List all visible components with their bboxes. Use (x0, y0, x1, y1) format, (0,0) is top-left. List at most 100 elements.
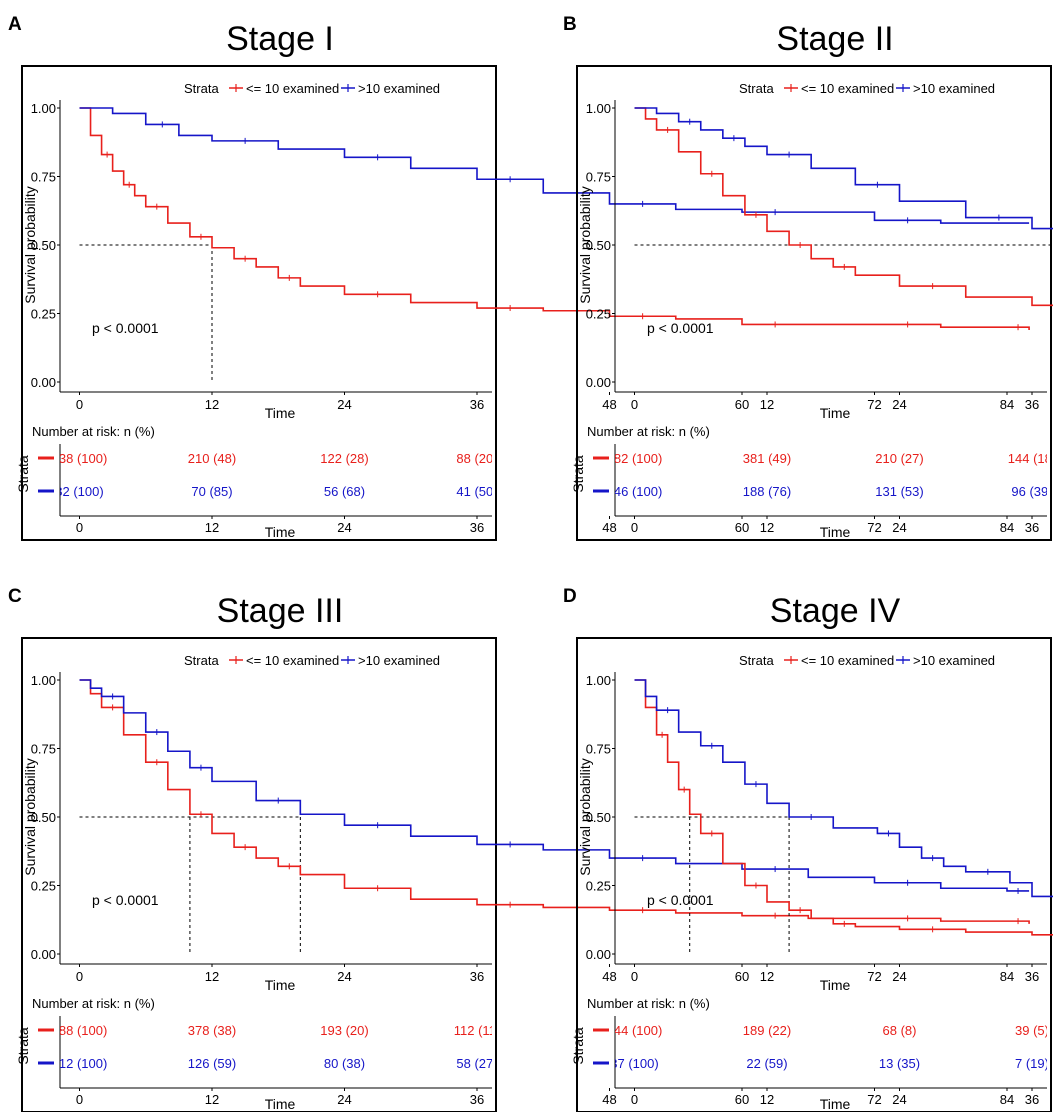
y-axis-title: Survival probability (577, 758, 593, 876)
legend-label-group2: >10 examined (913, 653, 995, 668)
risk-x-tick-label: 36 (470, 1092, 484, 1107)
risk-table: Number at risk: n (%) Strata 782 (100) 381 … (570, 424, 1047, 540)
legend-item-group2: >10 examined (896, 653, 995, 668)
y-tick-label: 0.75 (586, 742, 611, 757)
risk-x-tick-label: 36 (1025, 520, 1039, 535)
risk-count-group2: 37 (100) (610, 1056, 658, 1071)
x-tick-label: 48 (602, 397, 616, 412)
legend-label-group2: >10 examined (358, 653, 440, 668)
curve-group2 (79, 679, 1030, 894)
x-tick-label: 12 (760, 969, 774, 984)
p-value: p < 0.0001 (92, 892, 159, 908)
y-tick-label: 0.00 (586, 375, 611, 390)
risk-count-group2: 13 (35) (879, 1056, 920, 1071)
panel-c: C Stage III Strata <= 10 examined >10 examin… (8, 586, 1030, 1112)
risk-x-tick-label: 24 (892, 520, 906, 535)
x-tick-label: 0 (631, 397, 638, 412)
curve-group1 (634, 679, 1053, 936)
legend: Strata <= 10 examined >10 examined (184, 653, 440, 668)
x-tick-label: 36 (470, 397, 484, 412)
curve-group1 (634, 107, 1053, 307)
risk-x-tick-label: 24 (892, 1092, 906, 1107)
survival-step-line (79, 107, 1030, 224)
risk-count-group1: 122 (28) (320, 451, 368, 466)
x-tick-label: 36 (1025, 397, 1039, 412)
y-tick-label: 0.75 (31, 742, 56, 757)
risk-count-group2: 7 (19) (1015, 1056, 1049, 1071)
x-tick-label: 72 (867, 397, 881, 412)
risk-table: Number at risk: n (%) Strata 438 (100) 210 … (15, 424, 1014, 540)
risk-x-tick-label: 24 (337, 520, 351, 535)
x-tick-label: 60 (735, 397, 749, 412)
risk-x-tick-label: 12 (205, 520, 219, 535)
risk-x-tick-label: 12 (760, 520, 774, 535)
risk-count-group1: 438 (100) (52, 451, 108, 466)
legend-title: Strata (739, 81, 774, 96)
panel-letter: B (563, 14, 577, 35)
y-tick-label: 1.00 (31, 673, 56, 688)
legend-label-group1: <= 10 examined (801, 653, 894, 668)
survival-step-line (634, 679, 1053, 936)
panel-d: D Stage IV Strata <= 10 examined >10 examine… (563, 586, 1053, 1112)
risk-count-group1: 988 (100) (52, 1023, 108, 1038)
x-axis-title: Time (265, 405, 296, 421)
y-tick-label: 0.50 (31, 238, 56, 253)
y-axis-title: Survival probability (22, 186, 38, 304)
risk-x-tick-label: 12 (760, 1092, 774, 1107)
risk-x-tick-label: 0 (631, 520, 638, 535)
median-lines (79, 244, 213, 382)
risk-count-group1: 68 (8) (883, 1023, 917, 1038)
y-tick-label: 0.50 (586, 810, 611, 825)
risk-count-group1: 112 (11) (454, 1023, 501, 1038)
risk-strata-label: Strata (570, 455, 586, 493)
x-tick-label: 24 (892, 969, 906, 984)
legend-item-group1: <= 10 examined (229, 653, 339, 668)
y-tick-label: 0.25 (586, 307, 611, 322)
legend-label-group2: >10 examined (358, 81, 440, 96)
risk-rows: 844 (100)189 (22)68 (8)39 (5)31 (4)25 (3… (607, 1023, 1049, 1071)
risk-rows: 782 (100)381 (49)210 (27)144 (18)107 (14… (607, 451, 1047, 499)
risk-count-group1: 844 (100) (607, 1023, 663, 1038)
y-tick-label: 0.00 (31, 375, 56, 390)
legend-title: Strata (184, 653, 219, 668)
legend: Strata <= 10 examined >10 examined (739, 653, 995, 668)
x-tick-label: 24 (892, 397, 906, 412)
risk-count-group2: 131 (53) (875, 484, 923, 499)
risk-rows: 988 (100) 378 (38) 193 (20) 112 (11) 78 (8) 5… (52, 1023, 501, 1071)
risk-count-group2: 80 (38) (324, 1056, 365, 1071)
risk-x-tick-label: 72 (867, 520, 881, 535)
x-tick-label: 0 (76, 397, 83, 412)
legend-label-group1: <= 10 examined (246, 653, 339, 668)
y-tick-label: 0.75 (31, 170, 56, 185)
x-tick-label: 12 (205, 969, 219, 984)
x-tick-label: 24 (337, 397, 351, 412)
y-axis-title: Survival probability (577, 186, 593, 304)
risk-x-axis-title: Time (265, 1096, 296, 1112)
panel-letter: C (8, 586, 22, 607)
x-tick-label: 12 (760, 397, 774, 412)
p-value: p < 0.0001 (647, 892, 714, 908)
risk-x-tick-label: 48 (602, 1092, 616, 1107)
y-tick-label: 0.25 (586, 879, 611, 894)
risk-count-group2: 58 (27) (456, 1056, 497, 1071)
risk-count-group1: 782 (100) (607, 451, 663, 466)
risk-table: Number at risk: n (%) Strata 988 (100) 378 … (15, 996, 1014, 1112)
survival-step-line (79, 679, 1030, 924)
y-tick-label: 0.50 (31, 810, 56, 825)
risk-table-title: Number at risk: n (%) (32, 424, 155, 439)
y-tick-label: 0.25 (31, 879, 56, 894)
panel-a: A Stage I Strata <= 10 examined >10 examined… (8, 14, 1030, 541)
legend-item-group2: >10 examined (341, 81, 440, 96)
risk-strata-label: Strata (15, 455, 31, 493)
x-tick-label: 36 (1025, 969, 1039, 984)
risk-table-title: Number at risk: n (%) (32, 996, 155, 1011)
curve-group2 (79, 107, 1030, 224)
panel-title: Stage IV (770, 592, 901, 630)
risk-count-group1: 193 (20) (320, 1023, 368, 1038)
risk-count-group2: 126 (59) (188, 1056, 236, 1071)
y-tick-label: 0.75 (586, 170, 611, 185)
risk-x-tick-label: 60 (735, 1092, 749, 1107)
panel-frame (21, 637, 497, 1112)
median-lines (634, 244, 1053, 246)
risk-x-tick-label: 60 (735, 520, 749, 535)
